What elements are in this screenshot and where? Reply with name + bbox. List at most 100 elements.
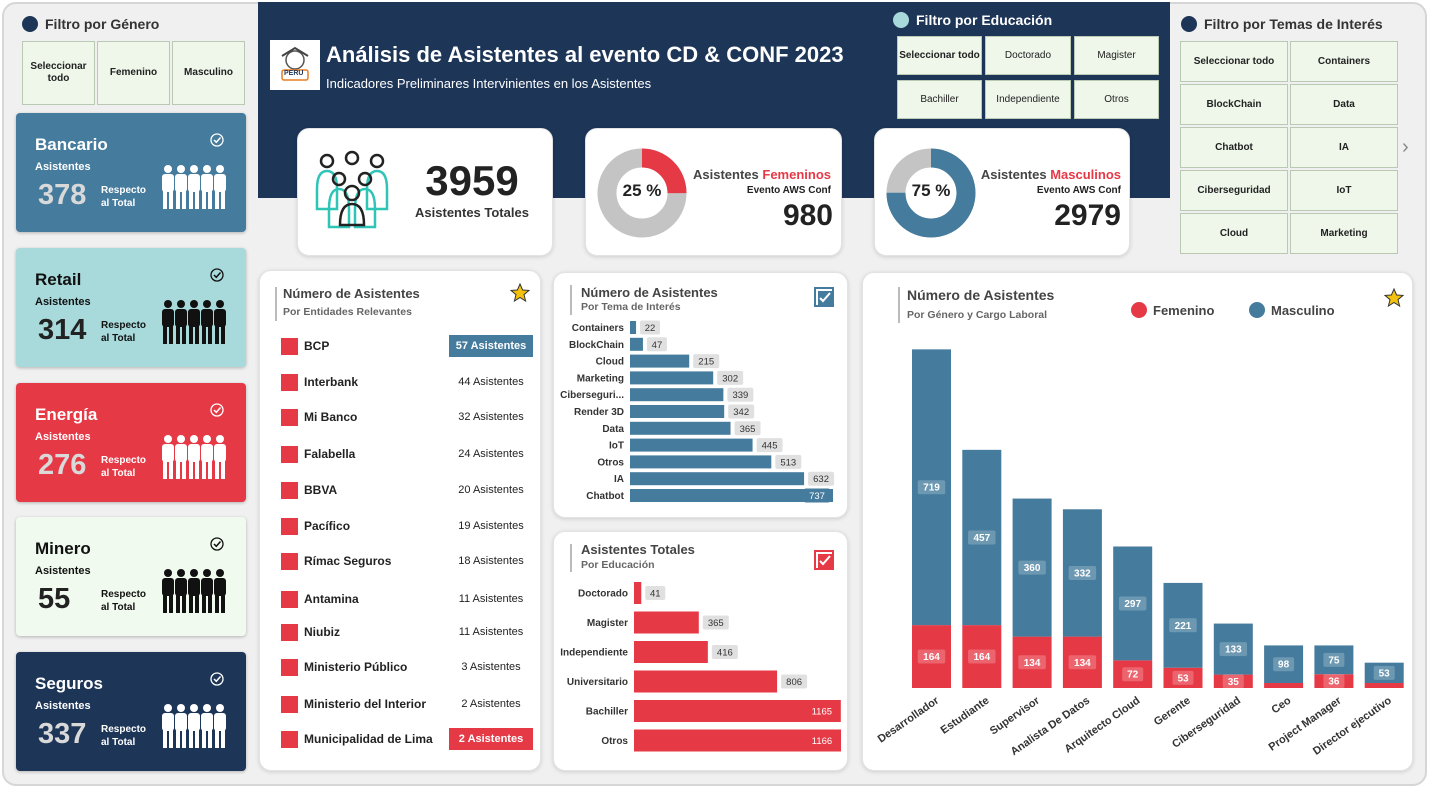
- bar[interactable]: [630, 421, 731, 435]
- entity-value: 2 Asistentes: [449, 728, 533, 750]
- bar[interactable]: [634, 611, 699, 634]
- sector-note-line-1: Respecto: [101, 589, 147, 600]
- bar[interactable]: [630, 371, 714, 385]
- bar[interactable]: [630, 354, 690, 368]
- bar-male[interactable]: [1213, 623, 1253, 675]
- bar-male[interactable]: [962, 449, 1002, 626]
- interest-option-iot[interactable]: IoT: [1290, 170, 1398, 211]
- interest-option-blockchain[interactable]: BlockChain: [1180, 84, 1288, 125]
- legend-male[interactable]: Masculino: [1249, 302, 1335, 318]
- bar-male[interactable]: [1062, 509, 1102, 637]
- entity-name: Pacífico: [304, 519, 351, 533]
- bar[interactable]: [630, 489, 833, 502]
- bar-male[interactable]: [1314, 645, 1354, 675]
- bar-male[interactable]: [1113, 546, 1153, 661]
- entity-name: BBVA: [304, 483, 338, 497]
- bar-female[interactable]: [912, 625, 951, 688]
- bar[interactable]: [630, 388, 724, 402]
- interest-option-cloud[interactable]: Cloud: [1180, 213, 1288, 254]
- bar-female[interactable]: [1113, 660, 1153, 688]
- gender-option-male[interactable]: Masculino: [172, 41, 245, 105]
- bar[interactable]: [634, 670, 778, 693]
- interest-option-data[interactable]: Data: [1290, 84, 1398, 125]
- interest-option-chatbot[interactable]: Chatbot: [1180, 127, 1288, 168]
- sector-card-seguros[interactable]: Seguros Asistentes 337 Respecto al Total: [16, 652, 246, 771]
- sector-card-retail[interactable]: Retail Asistentes 314 Respecto al Total: [16, 248, 246, 367]
- next-page-icon[interactable]: ›: [1402, 136, 1409, 158]
- education-option-bachiller[interactable]: Bachiller: [897, 80, 982, 119]
- bar-male[interactable]: [1163, 582, 1203, 668]
- interest-option-seleccionar-todo[interactable]: Seleccionar todo: [1180, 41, 1288, 82]
- interest-option-containers[interactable]: Containers: [1290, 41, 1398, 82]
- bar-female[interactable]: [1213, 674, 1253, 688]
- interest-option-ciberseguridad[interactable]: Ciberseguridad: [1180, 170, 1288, 211]
- interest-option-ia[interactable]: IA: [1290, 127, 1398, 168]
- entity-name: Niubiz: [304, 625, 340, 639]
- bar-male[interactable]: [1364, 662, 1404, 683]
- entity-row[interactable]: Pacífico 19 Asistentes: [278, 513, 533, 537]
- education-option-all[interactable]: Seleccionar todo: [897, 36, 982, 75]
- entity-row[interactable]: BCP 57 Asistentes: [278, 333, 533, 357]
- interest-option-marketing[interactable]: Marketing: [1290, 213, 1398, 254]
- gender-filter-label: Filtro por Género: [45, 16, 160, 32]
- bar-female[interactable]: [1163, 667, 1203, 688]
- entity-row[interactable]: Niubiz 11 Asistentes: [278, 619, 533, 643]
- bar[interactable]: [630, 405, 725, 418]
- entity-value: 24 Asistentes: [458, 448, 524, 460]
- data-label: 632: [813, 474, 829, 485]
- entity-row[interactable]: Municipalidad de Lima 2 Asistentes: [278, 726, 533, 750]
- gender-option-all[interactable]: Seleccionar todo: [22, 41, 95, 105]
- entity-value: 19 Asistentes: [458, 520, 524, 532]
- bar-male[interactable]: [1012, 498, 1052, 637]
- gender-option-female[interactable]: Femenino: [97, 41, 170, 105]
- bar[interactable]: [630, 455, 772, 469]
- entity-row[interactable]: Mi Banco 32 Asistentes: [278, 404, 533, 428]
- bar-female[interactable]: [1364, 683, 1404, 688]
- checkbox-icon[interactable]: [814, 550, 834, 570]
- kpi-total-value: 3959: [425, 157, 519, 204]
- data-label: 36: [1328, 677, 1340, 688]
- entity-row[interactable]: Interbank 44 Asistentes: [278, 369, 533, 393]
- bar-female[interactable]: [1062, 636, 1102, 688]
- bar[interactable]: [634, 700, 841, 722]
- star-icon[interactable]: [1384, 288, 1404, 308]
- data-label-bg: [693, 354, 720, 369]
- bar-female[interactable]: [1314, 674, 1354, 688]
- education-chart-subtitle: Por Educación: [581, 559, 655, 571]
- bar[interactable]: [630, 337, 643, 351]
- entity-row[interactable]: BBVA 20 Asistentes: [278, 477, 533, 501]
- sector-card-bancario[interactable]: Bancario Asistentes 378 Respecto al Total: [16, 113, 246, 232]
- legend-female[interactable]: Femenino: [1131, 302, 1214, 318]
- entity-row[interactable]: Falabella 24 Asistentes: [278, 441, 533, 465]
- entity-row[interactable]: Ministerio del Interior 2 Asistentes: [278, 691, 533, 715]
- bar-female[interactable]: [1264, 683, 1304, 688]
- data-label-bg: [645, 586, 666, 600]
- data-label: 41: [650, 589, 661, 600]
- sector-card-minero[interactable]: Minero Asistentes 55 Respecto al Total: [16, 517, 246, 636]
- education-option-otros[interactable]: Otros: [1074, 80, 1159, 119]
- bar[interactable]: [630, 321, 637, 334]
- star-icon[interactable]: [510, 283, 530, 303]
- sector-card-energía[interactable]: Energía Asistentes 276 Respecto al Total: [16, 383, 246, 502]
- entity-row[interactable]: Rímac Seguros 18 Asistentes: [278, 548, 533, 572]
- category-label: Universitario: [567, 677, 628, 688]
- bar[interactable]: [630, 438, 753, 452]
- bar[interactable]: [634, 729, 841, 752]
- education-option-independiente[interactable]: Independiente: [985, 80, 1071, 119]
- education-option-magister[interactable]: Magister: [1074, 36, 1159, 75]
- entity-row[interactable]: Ministerio Público 3 Asistentes: [278, 654, 533, 678]
- bar[interactable]: [634, 641, 708, 663]
- education-option-doctorado[interactable]: Doctorado: [985, 36, 1071, 75]
- bar-female[interactable]: [1012, 636, 1052, 688]
- legend-male-swatch: [1249, 302, 1265, 318]
- bar[interactable]: [634, 582, 642, 604]
- bar[interactable]: [630, 472, 805, 486]
- checkbox-icon[interactable]: [814, 287, 834, 307]
- category-label: IoT: [609, 441, 624, 452]
- data-label-bg: [1323, 652, 1345, 667]
- bar-female[interactable]: [962, 625, 1002, 688]
- bar-male[interactable]: [1264, 645, 1304, 683]
- bar-male[interactable]: [912, 349, 951, 626]
- entity-row[interactable]: Antamina 11 Asistentes: [278, 586, 533, 610]
- data-label: 134: [1074, 658, 1091, 669]
